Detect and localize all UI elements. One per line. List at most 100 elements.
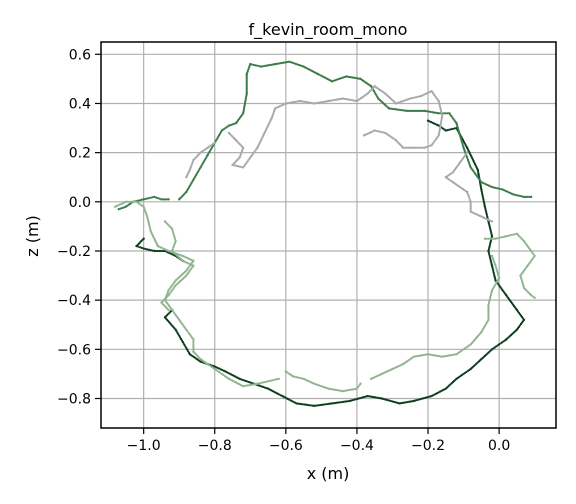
trajectory-point [319, 403, 322, 407]
trajectory-point [439, 121, 443, 124]
trajectory-point [146, 218, 150, 221]
trajectory-point [519, 276, 523, 279]
trajectory-point [479, 183, 482, 186]
trajectory-point [142, 237, 145, 240]
trajectory-point [256, 64, 259, 67]
trajectory-point [172, 233, 175, 236]
trajectory-point [409, 146, 412, 149]
trajectory-point [446, 112, 449, 115]
trajectory-point [146, 248, 149, 251]
trajectory-point [121, 206, 124, 210]
trajectory-point [395, 108, 399, 111]
trajectory-point [245, 79, 248, 82]
trajectory-point [382, 131, 385, 134]
trajectory-segment [444, 151, 494, 223]
trajectory-point [505, 235, 508, 238]
trajectory-point [384, 131, 387, 135]
trajectory-point [144, 247, 147, 251]
trajectory-point [142, 247, 145, 250]
trajectory-segment [160, 220, 195, 312]
trajectory-point [173, 236, 176, 239]
trajectory-point [440, 111, 443, 114]
trajectory-point [245, 82, 248, 85]
trajectory-point [268, 379, 271, 382]
trajectory-point [170, 227, 174, 231]
y-axis-ticks: −0.8 −0.6 −0.4 −0.2 0.0 0.2 0.4 0.6 [57, 47, 101, 407]
trajectory-point [309, 404, 313, 407]
trajectory-point [440, 116, 444, 119]
trajectory-point [274, 378, 277, 381]
trajectory-segment [483, 232, 536, 299]
trajectory-point [421, 146, 424, 149]
trajectory-point [140, 246, 143, 250]
trajectory-point [489, 294, 492, 297]
trajectory-point [305, 403, 308, 406]
trajectory-point [391, 107, 394, 110]
trajectory-point [489, 240, 492, 243]
trajectory-point [412, 96, 415, 99]
trajectory-point [510, 233, 513, 237]
trajectory-point [326, 402, 329, 406]
trajectory-point [497, 275, 500, 278]
trajectory-point [167, 198, 170, 201]
trajectory-point [514, 193, 517, 196]
trajectory-point [529, 195, 533, 199]
trajectory-point [483, 202, 486, 205]
trajectory-point [266, 380, 270, 383]
trajectory-point [244, 99, 247, 102]
trajectory-point [410, 146, 414, 149]
trajectory-point [192, 347, 195, 350]
trajectory-point [439, 109, 443, 112]
trajectory-point [149, 249, 152, 252]
trajectory-point [487, 313, 490, 317]
trajectory-point [444, 112, 447, 115]
trajectory-point [297, 376, 300, 379]
trajectory-point [192, 341, 195, 345]
x-tick-label: −0.6 [269, 438, 303, 454]
trajectory-point [342, 400, 345, 403]
trajectory-point [520, 279, 524, 282]
trajectory-point [231, 123, 234, 126]
y-tick-label: 0.6 [69, 47, 91, 63]
y-tick-label: −0.8 [57, 391, 91, 407]
trajectory-point [438, 104, 441, 108]
trajectory-point [490, 220, 494, 223]
trajectory-point [517, 194, 520, 197]
trajectory-point [321, 403, 324, 406]
trajectory-point [485, 212, 488, 215]
trajectory-point [117, 207, 120, 211]
trajectory-point [529, 294, 533, 297]
trajectory-point [488, 256, 492, 259]
y-tick-label: 0.0 [69, 195, 91, 211]
trajectory-point [322, 403, 326, 406]
trajectory-point [126, 200, 129, 203]
trajectory-point [438, 129, 441, 132]
trajectory-point [375, 129, 378, 133]
trajectory-point [440, 117, 443, 121]
trajectory-point [156, 249, 159, 253]
trajectory-point [147, 197, 151, 200]
trajectory-point [137, 199, 140, 202]
y-axis-label: z (m) [23, 215, 42, 257]
plot-frame [100, 41, 557, 429]
trajectory-point [448, 128, 451, 131]
trajectory-point [131, 200, 135, 203]
trajectory-point [489, 237, 492, 240]
trajectory-point [380, 131, 383, 134]
trajectory-point [485, 237, 488, 240]
x-axis-label: x (m) [307, 464, 350, 483]
trajectory-point [259, 381, 263, 385]
trajectory-point [532, 253, 535, 256]
trajectory-point [490, 231, 493, 235]
trajectory-point [469, 200, 472, 204]
trajectory-point [495, 268, 498, 271]
trajectory-point [494, 264, 497, 267]
trajectory-point [412, 109, 415, 112]
trajectory-point [446, 128, 449, 132]
trajectory-point [192, 343, 195, 346]
trajectory-point [124, 205, 128, 208]
trajectory-point [245, 92, 248, 95]
trajectory-point [345, 400, 348, 403]
trajectory-point [242, 107, 246, 110]
trajectory-point [477, 172, 480, 175]
